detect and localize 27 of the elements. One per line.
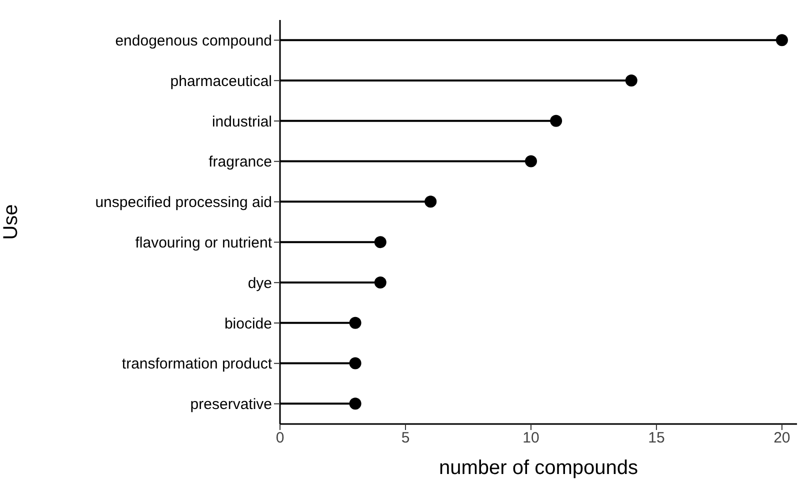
y-tick-label: transformation product <box>122 356 273 373</box>
x-tick-label: 15 <box>648 430 665 447</box>
y-tick-label: fragrance <box>208 154 272 171</box>
x-tick-label: 20 <box>774 430 790 447</box>
point <box>374 276 386 288</box>
y-tick-label: unspecified processing aid <box>95 194 272 212</box>
y-tick-label: biocide <box>224 315 272 332</box>
x-tick-label: 10 <box>522 430 540 447</box>
point <box>524 155 537 168</box>
point <box>349 398 362 410</box>
point <box>424 196 437 208</box>
y-tick-label: pharmaceutical <box>170 72 272 90</box>
point <box>776 34 788 46</box>
point <box>625 74 638 86</box>
x-tick-label: 5 <box>401 430 410 447</box>
y-tick-label: flavouring or nutrient <box>135 234 273 252</box>
y-tick-label: industrial <box>212 113 272 130</box>
x-tick-label: 0 <box>276 430 284 447</box>
point <box>349 316 362 329</box>
y-tick-label: preservative <box>190 396 272 414</box>
y-tick-label: endogenous compound <box>115 32 272 50</box>
y-axis-title: Use <box>0 204 22 240</box>
point <box>349 357 362 370</box>
point <box>374 236 386 248</box>
x-axis-title: number of compounds <box>438 457 638 479</box>
y-tick-label: dye <box>248 274 272 292</box>
point <box>550 114 562 127</box>
